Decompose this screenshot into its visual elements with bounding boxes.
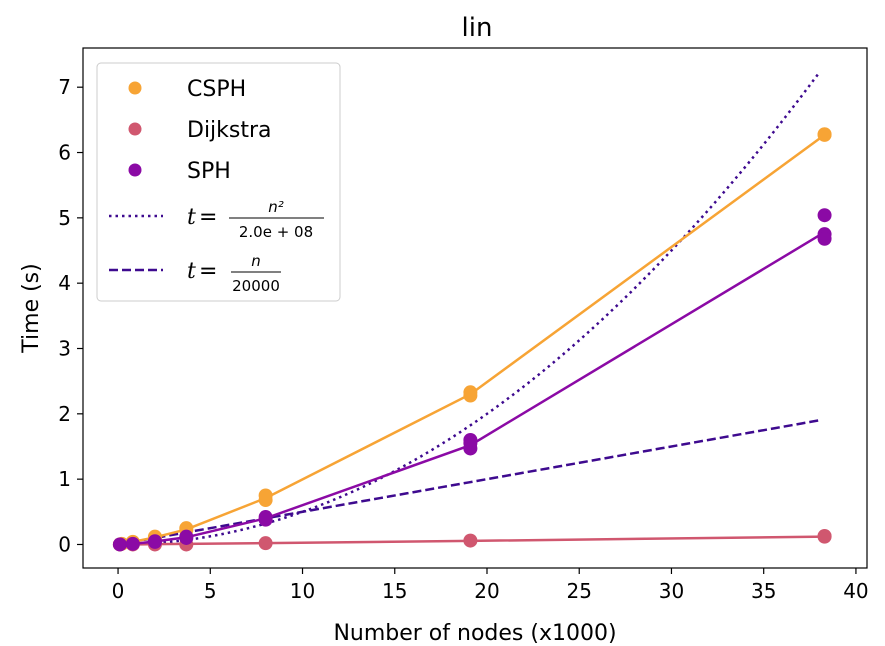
reference-line-linear xyxy=(117,419,820,546)
y-tick-label: 5 xyxy=(58,206,71,230)
data-point-csph xyxy=(463,385,478,400)
y-tick-label: 6 xyxy=(58,141,71,165)
legend-label-quadratic-prefix: t xyxy=(187,205,196,230)
data-point-sph xyxy=(817,208,832,223)
data-point-sph xyxy=(258,510,273,525)
legend-label-quadratic-equals: = xyxy=(199,205,217,230)
legend-label-linear-numerator: n xyxy=(251,252,261,270)
legend-label-quadratic-numerator: n² xyxy=(268,198,284,216)
legend-box xyxy=(96,62,341,302)
legend-label-dijkstra: Dijkstra xyxy=(187,118,272,143)
x-axis-label: Number of nodes (x1000) xyxy=(333,621,616,646)
data-point-sph xyxy=(463,432,478,447)
chart-title: lin xyxy=(462,13,493,43)
x-tick-label: 35 xyxy=(751,579,776,603)
reference-line-quadratic xyxy=(118,72,821,546)
legend-marker-dijkstra xyxy=(128,122,142,136)
legend-marker-sph xyxy=(128,163,142,177)
data-point-csph xyxy=(817,127,832,142)
x-tick-label: 10 xyxy=(290,579,315,603)
plot-frame xyxy=(82,47,868,569)
y-tick-label: 3 xyxy=(58,337,71,361)
y-tick-label: 1 xyxy=(58,467,71,491)
data-point-dijkstra xyxy=(817,528,832,543)
legend-label-sph: SPH xyxy=(187,159,231,184)
data-point-dijkstra xyxy=(463,533,478,548)
data-point-sph xyxy=(817,231,832,246)
x-axis: 0 5 10 15 20 25 30 35 40 xyxy=(112,568,869,603)
y-tick-label: 2 xyxy=(58,402,71,426)
y-axis-label: Time (s) xyxy=(19,263,44,353)
data-point-sph xyxy=(147,534,162,549)
legend-marker-csph xyxy=(128,81,142,95)
legend: CSPH Dijkstra SPH t = n² 2.0e + 08 t = n… xyxy=(96,62,341,302)
data-point-sph xyxy=(112,537,127,552)
x-tick-label: 40 xyxy=(843,579,868,603)
data-point-sph xyxy=(179,529,194,544)
y-tick-label: 7 xyxy=(58,75,71,99)
x-tick-label: 15 xyxy=(382,579,407,603)
y-tick-label: 4 xyxy=(58,271,71,295)
x-tick-label: 0 xyxy=(112,579,125,603)
x-tick-label: 20 xyxy=(474,579,499,603)
y-tick-label: 0 xyxy=(58,532,71,556)
data-point-csph xyxy=(258,488,273,503)
x-tick-label: 5 xyxy=(204,579,217,603)
x-tick-label: 30 xyxy=(659,579,684,603)
legend-label-linear-prefix: t xyxy=(187,259,196,284)
data-point-dijkstra xyxy=(258,536,273,551)
legend-label-quadratic-denominator: 2.0e + 08 xyxy=(239,223,313,241)
x-tick-label: 25 xyxy=(566,579,591,603)
legend-label-linear-denominator: 20000 xyxy=(232,277,280,295)
data-point-sph xyxy=(125,536,140,551)
y-axis: 0 1 2 3 4 5 6 7 xyxy=(58,75,83,556)
legend-label-linear-equals: = xyxy=(199,259,217,284)
legend-label-csph: CSPH xyxy=(187,77,246,102)
plot-area xyxy=(112,72,832,552)
